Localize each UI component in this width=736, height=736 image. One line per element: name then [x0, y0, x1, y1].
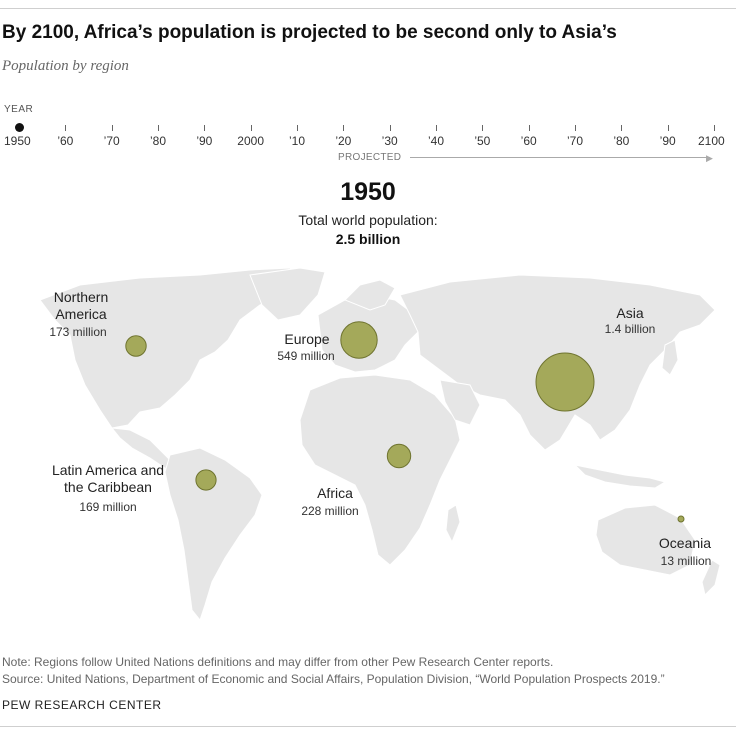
region-name-latin-america: Latin America and the Caribbean [38, 462, 178, 496]
arrowhead-icon: ▶ [706, 153, 713, 163]
region-name-line: Africa [317, 485, 353, 501]
brand-logo-text: PEW RESEARCH CENTER [2, 698, 162, 712]
indonesia-land [573, 464, 667, 489]
projected-arrow [410, 157, 710, 158]
region-name-oceania: Oceania [650, 535, 720, 552]
greenland-land [249, 267, 326, 321]
timeline-tick[interactable] [482, 125, 484, 131]
timeline-tick-label[interactable]: ’30 [381, 134, 398, 148]
timeline-tick-label[interactable]: ’70 [103, 134, 120, 148]
timeline-tick-label[interactable]: ’90 [659, 134, 676, 148]
africa-land [299, 374, 461, 566]
chart-title: By 2100, Africa’s population is projecte… [2, 22, 617, 43]
year-timeline[interactable]: YEAR 1950 ’60 ’70 ’80 ’90 2000 ’10 ’20 ’30 ’40 ’50… [0, 100, 736, 170]
australia-land [595, 504, 696, 576]
region-name-europe: Europe [272, 331, 342, 348]
region-name-line: America [55, 306, 107, 322]
scandinavia-land [344, 279, 396, 311]
top-rule [0, 8, 736, 9]
population-bubble [340, 321, 378, 359]
japan-land [661, 339, 679, 376]
timeline-tick[interactable] [343, 125, 345, 131]
total-population-value: 2.5 billion [335, 231, 401, 247]
madagascar-land [445, 504, 461, 544]
timeline-tick-label[interactable]: ’90 [196, 134, 213, 148]
region-name-asia: Asia [595, 305, 665, 322]
timeline-tick[interactable] [297, 125, 298, 131]
population-bubbles [125, 321, 685, 523]
timeline-tick[interactable] [436, 125, 437, 131]
timeline-tick-label[interactable]: ’60 [520, 134, 537, 148]
arabia-land [439, 379, 481, 426]
region-pop-africa: 228 million [301, 504, 359, 518]
timeline-tick-label[interactable]: 2100 [698, 134, 725, 148]
timeline-tick[interactable] [158, 125, 159, 131]
timeline-tick-label[interactable]: ’50 [474, 134, 491, 148]
timeline-tick-label[interactable]: ’10 [288, 134, 306, 148]
timeline-tick[interactable] [389, 125, 391, 131]
timeline-tick-label[interactable]: ’20 [335, 134, 352, 148]
bottom-rule [0, 726, 736, 727]
timeline-tick-label[interactable]: 1950 [4, 134, 31, 148]
region-name-northern-america: Northern America [46, 289, 116, 323]
region-name-line: the Caribbean [64, 479, 152, 495]
population-bubble [677, 515, 685, 523]
footnote: Note: Regions follow United Nations defi… [2, 655, 554, 669]
population-bubble [386, 443, 412, 469]
world-map-svg [39, 267, 721, 622]
timeline-tick[interactable] [65, 125, 67, 131]
timeline-tick-label[interactable]: ’70 [566, 134, 584, 148]
timeline-tick[interactable] [667, 125, 669, 131]
timeline-tick[interactable] [204, 125, 206, 131]
timeline-tick-label[interactable]: 2000 [237, 134, 265, 148]
region-name-line: Latin America and [51, 462, 165, 478]
south-america-land [164, 447, 263, 622]
world-map: Northern America 173 million Europe 549 … [0, 260, 736, 640]
region-name-line: Asia [616, 305, 644, 321]
population-bubble [535, 352, 595, 412]
region-name-line: Europe [284, 331, 330, 347]
projected-label: PROJECTED [338, 152, 402, 163]
new-zealand-land [701, 559, 721, 596]
source-note: Source: United Nations, Department of Ec… [2, 672, 665, 686]
region-pop-oceania: 13 million [660, 554, 712, 568]
population-bubble [195, 469, 217, 491]
timeline-tick-label[interactable]: ’80 [149, 134, 167, 148]
current-year: 1950 [340, 178, 396, 206]
timeline-tick[interactable] [250, 125, 252, 131]
timeline-tick[interactable] [528, 125, 530, 131]
region-name-line: Oceania [658, 535, 712, 551]
timeline-tick-label[interactable]: ’40 [427, 134, 445, 148]
chart-subtitle: Population by region [2, 58, 129, 74]
timeline-tick-label[interactable]: ’60 [57, 134, 74, 148]
region-pop-latin-america: 169 million [79, 500, 137, 514]
population-bubble [125, 335, 147, 357]
timeline-selected-dot[interactable] [15, 123, 24, 132]
timeline-tick[interactable] [714, 125, 715, 131]
timeline-tick[interactable] [575, 125, 576, 131]
timeline-tick[interactable] [621, 125, 623, 131]
region-name-africa: Africa [300, 485, 370, 502]
region-pop-asia: 1.4 billion [604, 322, 656, 336]
total-population-label: Total world population: [298, 212, 438, 228]
region-pop-northern-america: 173 million [49, 325, 107, 339]
north-america-land [39, 267, 301, 429]
region-name-line: Northern [53, 289, 109, 305]
region-pop-europe: 549 million [277, 349, 335, 363]
timeline-label: YEAR [4, 104, 34, 115]
timeline-tick[interactable] [111, 125, 113, 131]
timeline-tick-label[interactable]: ’80 [613, 134, 630, 148]
